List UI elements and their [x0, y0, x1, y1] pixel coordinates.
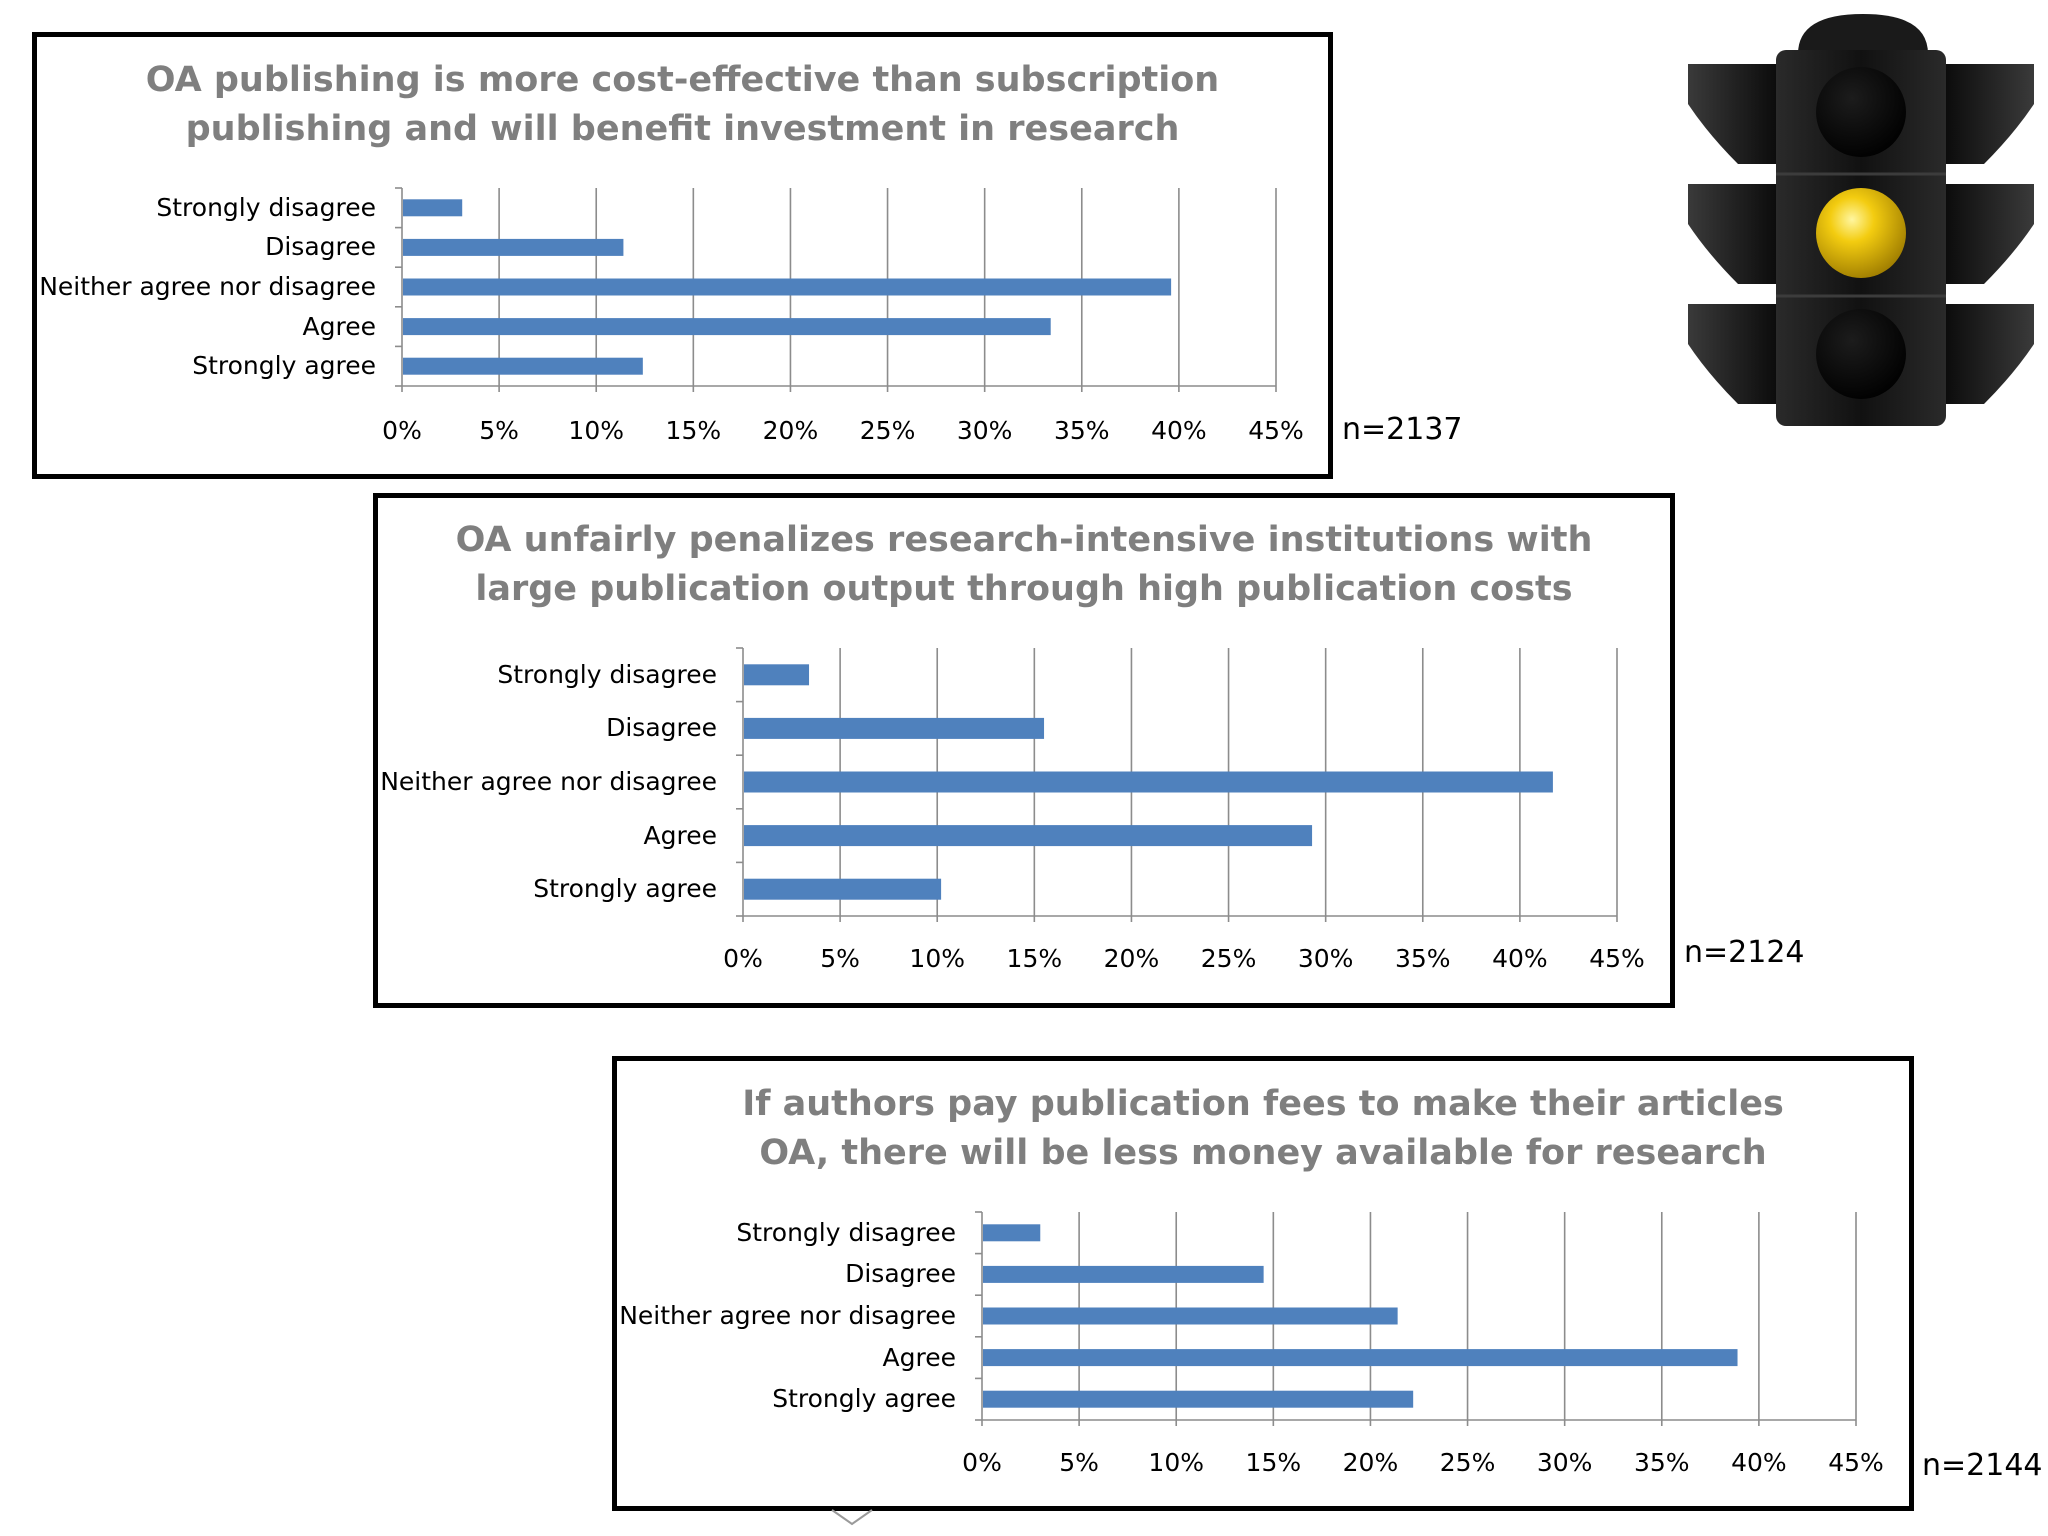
- x-tick-label: 40%: [1492, 944, 1548, 973]
- bar: [744, 664, 810, 686]
- bar: [983, 1307, 1398, 1325]
- x-tick-label: 10%: [909, 944, 966, 973]
- bar-chart-3: [975, 1211, 1857, 1426]
- x-tick-label: 25%: [859, 416, 916, 445]
- category-label: Strongly agree: [533, 874, 717, 904]
- x-tick-label: 15%: [665, 416, 722, 445]
- category-label: Neither agree nor disagree: [619, 1301, 956, 1330]
- category-label: Disagree: [845, 1259, 956, 1289]
- bar: [983, 1349, 1738, 1367]
- x-tick-label: 25%: [1439, 1448, 1496, 1477]
- bar: [403, 357, 643, 375]
- x-tick-label: 20%: [1342, 1448, 1399, 1477]
- chart-title-line: If authors pay publication fees to make …: [742, 1084, 1784, 1124]
- bottom-lamp: [1816, 309, 1906, 399]
- category-label: Agree: [302, 311, 376, 341]
- connector-arrow-icon: [831, 1509, 873, 1526]
- chart-panel-2: [373, 493, 1675, 1008]
- x-tick-label: 15%: [1245, 1448, 1302, 1477]
- x-tick-label: 10%: [568, 416, 625, 445]
- x-tick-label: 0%: [962, 1448, 1002, 1477]
- x-tick-label: 35%: [1633, 1448, 1690, 1477]
- bar: [403, 238, 624, 256]
- category-label: Strongly disagree: [497, 659, 717, 689]
- bar: [744, 717, 1045, 739]
- x-tick-label: 10%: [1148, 1448, 1205, 1477]
- category-label: Neither agree nor disagree: [380, 767, 717, 796]
- x-tick-label: 35%: [1053, 416, 1110, 445]
- category-label: Neither agree nor disagree: [39, 272, 376, 301]
- bar: [744, 771, 1553, 793]
- category-label: Agree: [643, 820, 717, 850]
- chart-title-line: large publication output through high pu…: [475, 569, 1573, 609]
- traffic-light-icon: [1688, 14, 2034, 426]
- sample-size-label-2: n=2124: [1684, 935, 1805, 970]
- x-tick-label: 40%: [1151, 416, 1207, 445]
- bar: [983, 1224, 1041, 1242]
- x-tick-label: 5%: [479, 416, 519, 445]
- bar: [403, 318, 1051, 336]
- x-tick-label: 45%: [1828, 1448, 1884, 1477]
- x-tick-label: 45%: [1589, 944, 1645, 973]
- x-tick-label: 5%: [820, 944, 860, 973]
- category-label: Disagree: [265, 232, 376, 262]
- bar: [744, 878, 942, 900]
- x-tick-label: 30%: [1536, 1448, 1593, 1477]
- category-label: Disagree: [606, 713, 717, 743]
- bar: [983, 1390, 1414, 1408]
- visor-group: [1688, 64, 2034, 404]
- bar: [744, 825, 1313, 847]
- chart-title-2: OA unfairly penalizes research-intensive…: [373, 516, 1675, 614]
- x-tick-label: 40%: [1731, 1448, 1787, 1477]
- bar: [403, 199, 463, 217]
- x-tick-label: 30%: [956, 416, 1013, 445]
- chart-title-3: If authors pay publication fees to make …: [612, 1080, 1914, 1178]
- x-tick-label: 20%: [1103, 944, 1160, 973]
- x-tick-label: 30%: [1297, 944, 1354, 973]
- category-label: Strongly disagree: [156, 192, 376, 222]
- category-label: Strongly agree: [772, 1384, 956, 1414]
- top-lamp: [1816, 67, 1906, 157]
- sample-size-label-3: n=2144: [1922, 1448, 2043, 1483]
- x-tick-label: 5%: [1059, 1448, 1099, 1477]
- x-tick-label: 15%: [1006, 944, 1063, 973]
- bar: [983, 1265, 1264, 1283]
- chart-title-line: OA unfairly penalizes research-intensive…: [455, 520, 1593, 560]
- x-tick-label: 45%: [1248, 416, 1304, 445]
- chart-panel-3: [612, 1056, 1914, 1511]
- bar-chart-2: [736, 647, 1618, 922]
- x-tick-label: 0%: [382, 416, 422, 445]
- amber-lamp: [1816, 188, 1906, 278]
- category-label: Agree: [882, 1342, 956, 1372]
- chart-title-line: publishing and will benefit investment i…: [185, 109, 1180, 149]
- chart-title-line: OA publishing is more cost-effective tha…: [145, 60, 1220, 100]
- chart-title-line: OA, there will be less money available f…: [759, 1133, 1767, 1173]
- x-tick-label: 20%: [762, 416, 819, 445]
- sample-size-label-1: n=2137: [1342, 412, 1463, 447]
- bar-chart-1: [395, 187, 1277, 392]
- category-label: Strongly disagree: [736, 1217, 956, 1247]
- chart-panel-1: [32, 32, 1333, 479]
- bar: [403, 278, 1172, 296]
- chart-title-1: OA publishing is more cost-effective tha…: [32, 56, 1333, 154]
- x-tick-label: 35%: [1394, 944, 1451, 973]
- x-tick-label: 25%: [1200, 944, 1257, 973]
- x-tick-label: 0%: [723, 944, 763, 973]
- category-label: Strongly agree: [192, 351, 376, 381]
